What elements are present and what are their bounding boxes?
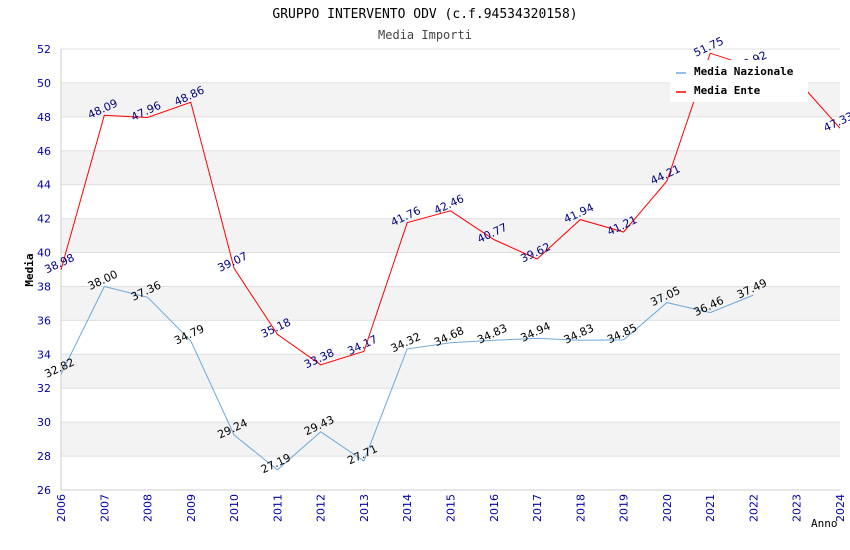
band	[61, 286, 840, 321]
data-label: 39.07	[216, 250, 250, 275]
x-tick-label: 2006	[55, 494, 68, 522]
y-tick-label: 42	[37, 213, 51, 226]
y-tick-label: 28	[37, 450, 51, 463]
series-lines	[60, 52, 841, 471]
y-tick-label: 30	[37, 416, 51, 429]
band	[61, 354, 840, 389]
x-tick-label: 2016	[488, 494, 501, 522]
x-tick-label: 2023	[791, 494, 804, 522]
x-tick-label: 2010	[228, 494, 241, 522]
y-tick-labels: 26 28 30 32 34 36 38 40 42 44 46 48 50 52	[37, 43, 51, 497]
chart-subtitle: Media Importi	[378, 28, 472, 42]
band	[61, 422, 840, 457]
data-label: 42.46	[432, 192, 466, 217]
x-tick-label: 2024	[834, 494, 847, 522]
x-tick-label: 2017	[531, 494, 544, 522]
series-line-media-nazionale	[60, 285, 754, 471]
legend-label-media-ente: Media Ente	[694, 84, 761, 97]
band	[61, 150, 840, 185]
x-tick-label: 2022	[747, 494, 760, 522]
data-label: 34.85	[605, 321, 639, 346]
series-line-media-ente	[60, 52, 841, 366]
x-tick-label: 2013	[358, 494, 371, 522]
data-label: 34.83	[475, 322, 509, 347]
legend: Media Nazionale Media Ente	[670, 60, 808, 102]
y-tick-label: 52	[37, 43, 51, 56]
y-tick-label: 32	[37, 382, 51, 395]
y-tick-label: 46	[37, 145, 51, 158]
x-tick-labels: 2006 2007 2008 2009 2010 2011 2012 2013 2014 2015…	[55, 494, 847, 522]
band	[61, 218, 840, 253]
x-tick-label: 2019	[618, 494, 631, 522]
x-tick-label: 2011	[271, 494, 284, 522]
x-tick-label: 2014	[401, 494, 414, 522]
x-tick-label: 2020	[661, 494, 674, 522]
gridlines	[61, 48, 840, 491]
x-tick-label: 2018	[574, 494, 587, 522]
x-tick-label: 2008	[142, 494, 155, 522]
x-tick-label: 2015	[445, 494, 458, 522]
data-label: 34.79	[172, 322, 206, 347]
y-tick-label: 36	[37, 314, 51, 327]
y-tick-label: 48	[37, 111, 51, 124]
x-tick-label: 2021	[704, 494, 717, 522]
y-tick-label: 38	[37, 280, 51, 293]
x-tick-label: 2007	[98, 494, 111, 522]
y-tick-label: 44	[37, 179, 51, 192]
data-label: 34.94	[519, 320, 553, 345]
legend-box	[670, 60, 808, 102]
data-label: 51.75	[692, 35, 726, 60]
data-label: 34.83	[562, 322, 596, 347]
x-axis-label: Anno	[811, 517, 838, 530]
y-tick-label: 40	[37, 247, 51, 260]
y-tick-label: 34	[37, 348, 51, 361]
data-label: 34.68	[432, 324, 466, 349]
y-tick-label: 26	[37, 484, 51, 497]
x-tick-label: 2009	[185, 494, 198, 522]
legend-label-media-nazionale: Media Nazionale	[694, 65, 794, 78]
chart-title: GRUPPO INTERVENTO ODV (c.f.94534320158)	[272, 7, 577, 22]
x-tick-label: 2012	[315, 494, 328, 522]
y-tick-label: 50	[37, 77, 51, 90]
background-bands	[61, 82, 840, 457]
y-axis-label: Media	[23, 253, 36, 286]
